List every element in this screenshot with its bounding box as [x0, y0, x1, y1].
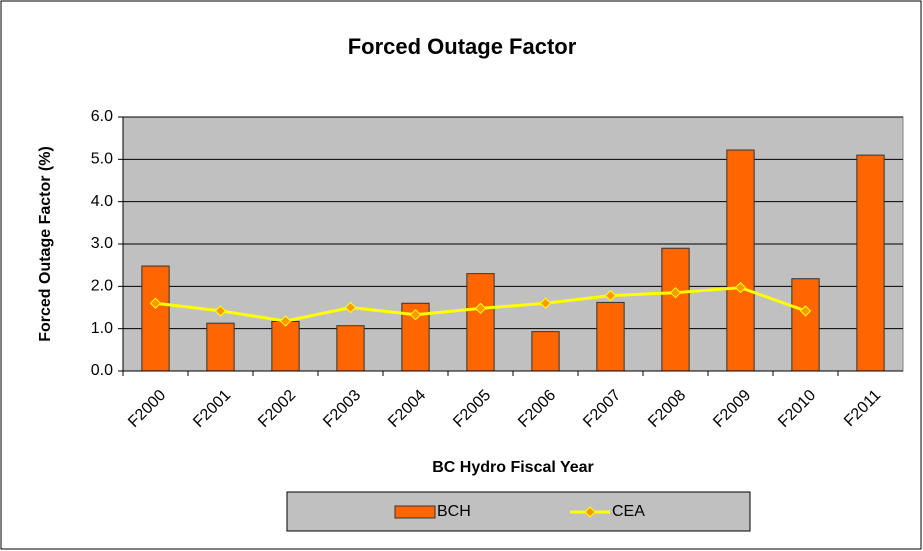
marker — [669, 286, 682, 299]
x-axis-title: BC Hydro Fiscal Year — [432, 459, 594, 476]
legend-label: CEA — [612, 503, 645, 520]
marker — [799, 305, 812, 317]
marker — [539, 297, 552, 309]
y-tick-label: 6.0 — [91, 108, 113, 125]
legend-marker — [584, 506, 596, 518]
bar — [726, 149, 755, 372]
bar — [856, 154, 885, 372]
marker — [409, 308, 422, 321]
bar — [596, 301, 625, 372]
marker — [344, 301, 357, 314]
bar — [661, 247, 690, 372]
y-axis-title: Forced Outage Factor (%) — [37, 146, 54, 342]
bar — [206, 322, 235, 372]
y-tick-label: 1.0 — [91, 320, 113, 337]
bar — [466, 273, 495, 372]
marker — [149, 297, 162, 309]
y-tick-label: 5.0 — [91, 151, 113, 168]
bar — [336, 325, 365, 372]
marker — [604, 289, 617, 302]
bar — [791, 278, 820, 372]
marker — [279, 315, 292, 327]
legend-box — [286, 491, 751, 532]
legend-swatch — [394, 505, 436, 519]
marker — [734, 281, 747, 294]
y-tick-label: 2.0 — [91, 278, 113, 295]
y-tick-label: 3.0 — [91, 235, 113, 252]
marker — [214, 305, 227, 317]
legend-label: BCH — [437, 503, 471, 520]
y-tick-label: 0.0 — [91, 362, 113, 379]
marker — [474, 302, 487, 315]
bar — [531, 331, 560, 372]
bar — [141, 265, 170, 372]
bar — [271, 320, 300, 372]
chart-title: Forced Outage Factor — [348, 34, 577, 59]
y-tick-label: 4.0 — [91, 193, 113, 210]
